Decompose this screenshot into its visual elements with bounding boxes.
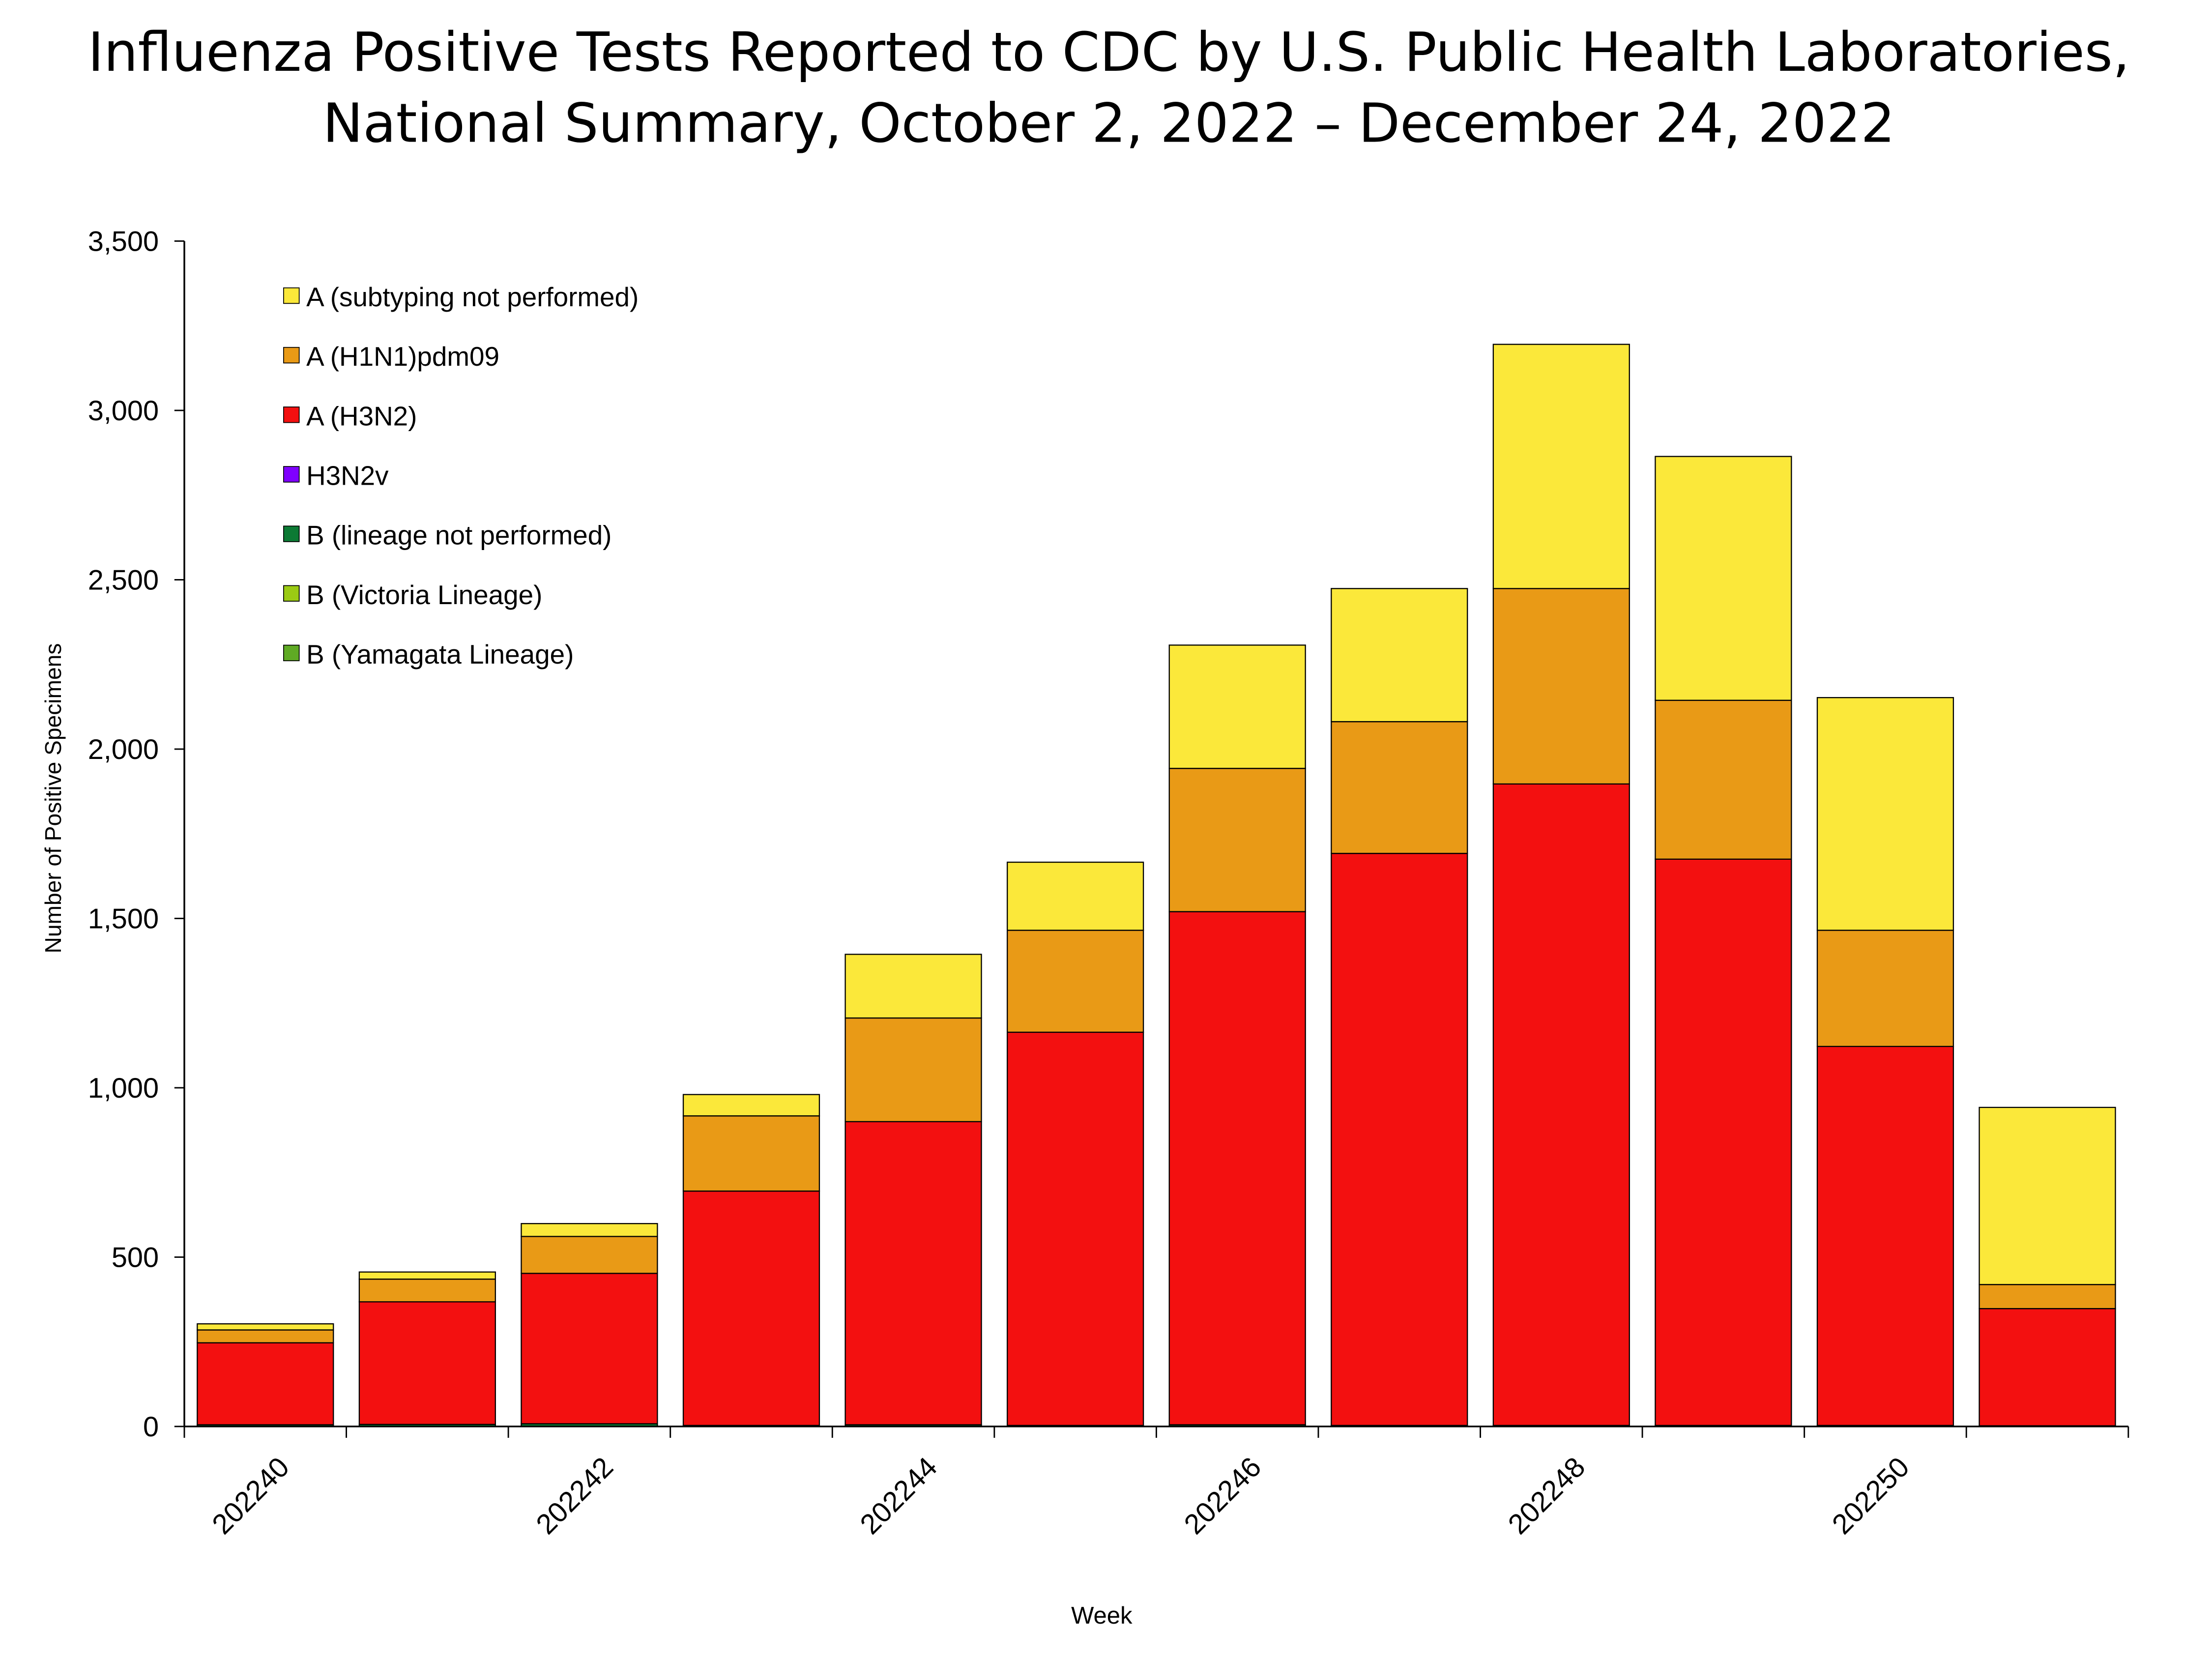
y-tick-label: 2,500 — [88, 565, 159, 596]
bar-segment — [1492, 344, 1630, 589]
y-tick-label: 0 — [143, 1411, 159, 1443]
y-tick-label: 500 — [112, 1242, 159, 1274]
legend-swatch — [283, 585, 300, 602]
chart-title: Influenza Positive Tests Reported to CDC… — [88, 21, 2130, 84]
bar-segment — [844, 954, 982, 1019]
bar-segment — [844, 1017, 982, 1122]
bar-segment — [358, 1279, 496, 1303]
bar-segment — [1979, 1308, 2116, 1426]
y-axis-label: Number of Positive Specimens — [40, 643, 66, 954]
legend-swatch — [283, 525, 300, 542]
bar-segment — [1168, 911, 1306, 1426]
bar-segment — [1168, 768, 1306, 912]
bar-segment — [197, 1329, 334, 1343]
legend-label: B (lineage not performed) — [306, 520, 611, 551]
bar-segment — [197, 1342, 334, 1426]
bar-segment — [1492, 783, 1630, 1426]
bar-segment — [844, 1121, 982, 1426]
bar-segment — [1655, 699, 1792, 860]
bar-segment — [1816, 1046, 1954, 1426]
bar-segment — [521, 1236, 658, 1274]
legend-label: B (Yamagata Lineage) — [306, 639, 574, 669]
bar-segment — [1331, 588, 1468, 723]
bar-segment — [521, 1273, 658, 1425]
bar-segment — [682, 1115, 820, 1192]
legend-swatch — [283, 287, 300, 304]
bar-segment — [358, 1271, 496, 1280]
bar-segment — [1331, 721, 1468, 854]
x-axis-label: Week — [1071, 1602, 1133, 1629]
bar-segment — [1331, 852, 1468, 1426]
legend-label: B (Victoria Lineage) — [306, 580, 542, 610]
y-tick-label: 3,500 — [88, 226, 159, 258]
bar-segment — [682, 1094, 820, 1117]
bar-segment — [1007, 861, 1144, 931]
y-tick-label: 3,000 — [88, 395, 159, 427]
bar-segment — [521, 1223, 658, 1237]
y-tick-label: 2,000 — [88, 734, 159, 765]
y-tick-label: 1,000 — [88, 1073, 159, 1104]
bar-segment — [1816, 697, 1954, 931]
y-tick-label: 1,500 — [88, 903, 159, 935]
bar-segment — [358, 1301, 496, 1425]
legend-swatch — [283, 347, 300, 364]
legend-label: A (H3N2) — [306, 401, 417, 431]
legend-label: A (subtyping not performed) — [306, 282, 639, 312]
bar-segment — [1168, 644, 1306, 769]
legend-swatch — [283, 407, 300, 423]
legend-label: A (H1N1)pdm09 — [306, 341, 499, 372]
legend-label: H3N2v — [306, 461, 389, 491]
legend-swatch — [283, 466, 300, 483]
bar-segment — [1007, 930, 1144, 1033]
bar-segment — [682, 1190, 820, 1426]
bar-segment — [1492, 588, 1630, 785]
bar-segment — [1816, 930, 1954, 1048]
bar-segment — [1655, 456, 1792, 701]
chart-title: National Summary, October 2, 2022 – Dece… — [322, 91, 1895, 154]
bar-segment — [197, 1323, 334, 1331]
legend-swatch — [283, 644, 300, 662]
bar-segment — [1979, 1284, 2116, 1310]
bar-segment — [1655, 858, 1792, 1426]
bar-segment — [1007, 1031, 1144, 1426]
bar-segment — [1979, 1106, 2116, 1285]
